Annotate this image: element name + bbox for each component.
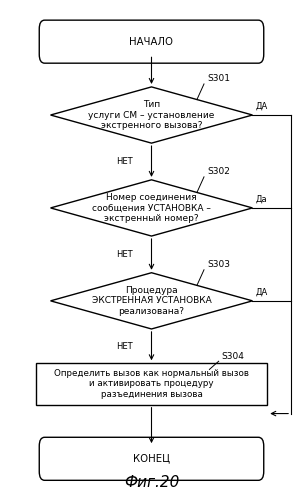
Text: S304: S304	[221, 352, 244, 361]
Text: НЕТ: НЕТ	[116, 250, 133, 259]
Text: Процедура
ЭКСТРЕННАЯ УСТАНОВКА
реализована?: Процедура ЭКСТРЕННАЯ УСТАНОВКА реализова…	[92, 286, 211, 316]
Text: S301: S301	[207, 74, 230, 83]
Bar	[36, 363, 267, 405]
Polygon shape	[51, 180, 252, 236]
Polygon shape	[51, 87, 252, 143]
Text: Номер соединения
сообщения УСТАНОВКА –
экстренный номер?: Номер соединения сообщения УСТАНОВКА – э…	[92, 193, 211, 223]
Text: НАЧАЛО: НАЧАЛО	[129, 36, 174, 47]
Text: S302: S302	[207, 167, 230, 176]
FancyBboxPatch shape	[39, 20, 264, 63]
Text: ДА: ДА	[255, 288, 268, 297]
FancyBboxPatch shape	[39, 437, 264, 481]
Text: НЕТ: НЕТ	[116, 157, 133, 166]
Text: НЕТ: НЕТ	[116, 342, 133, 351]
Text: Фиг.20: Фиг.20	[124, 475, 179, 490]
Text: S303: S303	[207, 260, 230, 269]
Text: КОНЕЦ: КОНЕЦ	[133, 454, 170, 464]
Polygon shape	[51, 273, 252, 329]
Text: Тип
услуги СМ – установление
экстренного вызова?: Тип услуги СМ – установление экстренного…	[88, 100, 215, 130]
Text: Определить вызов как нормальный вызов
и активировать процедуру
разъединения вызо: Определить вызов как нормальный вызов и …	[54, 369, 249, 399]
Text: ДА: ДА	[255, 102, 268, 111]
Text: Да: Да	[255, 195, 267, 204]
